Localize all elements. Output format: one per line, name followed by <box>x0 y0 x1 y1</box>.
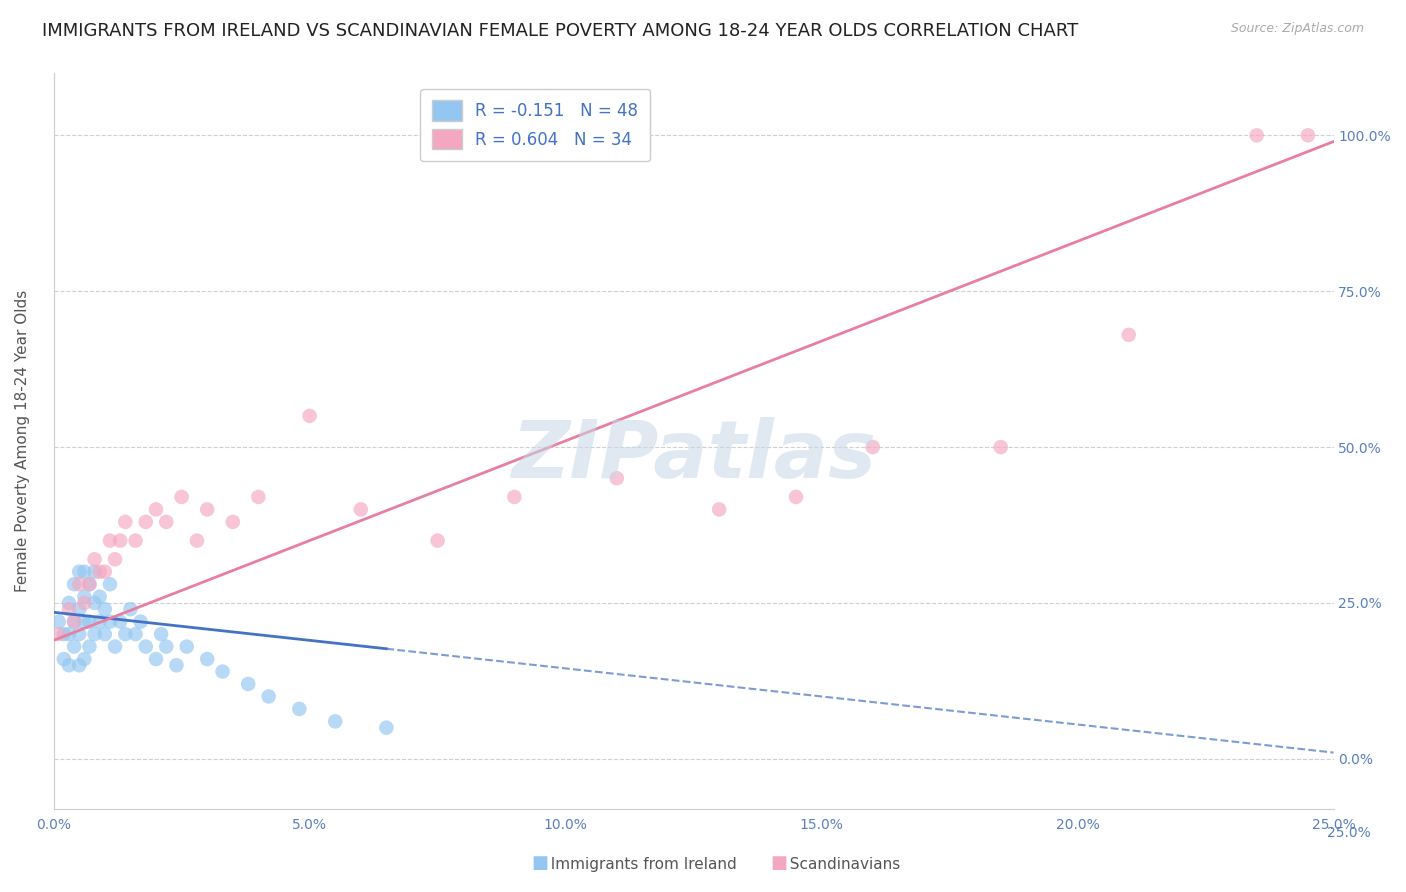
Point <box>145 652 167 666</box>
Point <box>166 658 188 673</box>
Point <box>63 615 86 629</box>
Point <box>145 502 167 516</box>
Point <box>73 615 96 629</box>
Text: Source: ZipAtlas.com: Source: ZipAtlas.com <box>1230 22 1364 36</box>
Point <box>67 658 90 673</box>
Point <box>298 409 321 423</box>
Point <box>48 615 70 629</box>
Point <box>98 615 121 629</box>
Point <box>155 640 177 654</box>
Point <box>83 552 105 566</box>
Point <box>195 502 218 516</box>
Text: Scandinavians: Scandinavians <box>780 857 901 872</box>
Text: ZIPatlas: ZIPatlas <box>510 417 876 494</box>
Point <box>606 471 628 485</box>
Point <box>73 590 96 604</box>
Point <box>104 552 127 566</box>
Point <box>120 602 142 616</box>
Point <box>785 490 807 504</box>
Point <box>426 533 449 548</box>
Point <box>150 627 173 641</box>
Point <box>83 596 105 610</box>
Y-axis label: Female Poverty Among 18-24 Year Olds: Female Poverty Among 18-24 Year Olds <box>15 290 30 592</box>
Point <box>222 515 245 529</box>
Point <box>73 652 96 666</box>
Point <box>94 565 117 579</box>
Point <box>83 565 105 579</box>
Point <box>257 690 280 704</box>
Point <box>862 440 884 454</box>
Point <box>288 702 311 716</box>
Point <box>67 627 90 641</box>
Point <box>195 652 218 666</box>
Point <box>89 565 111 579</box>
Point <box>503 490 526 504</box>
Point <box>58 658 80 673</box>
Point <box>211 665 233 679</box>
Point <box>98 533 121 548</box>
Point <box>79 640 101 654</box>
Text: ■: ■ <box>531 855 548 872</box>
Text: IMMIGRANTS FROM IRELAND VS SCANDINAVIAN FEMALE POVERTY AMONG 18-24 YEAR OLDS COR: IMMIGRANTS FROM IRELAND VS SCANDINAVIAN … <box>42 22 1078 40</box>
Point <box>48 627 70 641</box>
Point <box>124 533 146 548</box>
Point <box>114 515 136 529</box>
Point <box>58 602 80 616</box>
Point <box>58 596 80 610</box>
Point <box>52 652 75 666</box>
Point <box>375 721 398 735</box>
Point <box>63 640 86 654</box>
Point <box>1296 128 1319 143</box>
Point <box>67 577 90 591</box>
Point <box>1118 327 1140 342</box>
Text: ■: ■ <box>770 855 787 872</box>
Point <box>73 596 96 610</box>
Point <box>129 615 152 629</box>
Point <box>990 440 1012 454</box>
Point <box>323 714 346 729</box>
Point <box>124 627 146 641</box>
Point <box>186 533 208 548</box>
Point <box>52 627 75 641</box>
Point <box>155 515 177 529</box>
Point <box>63 615 86 629</box>
Point <box>79 577 101 591</box>
Point <box>67 565 90 579</box>
Point <box>89 615 111 629</box>
Point <box>94 627 117 641</box>
Point <box>98 577 121 591</box>
Point <box>108 615 131 629</box>
Text: Immigrants from Ireland: Immigrants from Ireland <box>541 857 737 872</box>
Point <box>135 640 157 654</box>
Point <box>94 602 117 616</box>
Point <box>176 640 198 654</box>
Point <box>350 502 373 516</box>
Point <box>89 590 111 604</box>
Point <box>63 577 86 591</box>
Point <box>114 627 136 641</box>
Point <box>1246 128 1268 143</box>
Point <box>247 490 270 504</box>
Point <box>236 677 259 691</box>
Legend: R = -0.151   N = 48, R = 0.604   N = 34: R = -0.151 N = 48, R = 0.604 N = 34 <box>420 88 650 161</box>
Point <box>79 615 101 629</box>
Point <box>135 515 157 529</box>
Point <box>73 565 96 579</box>
Point <box>58 627 80 641</box>
Point <box>707 502 730 516</box>
Point <box>67 602 90 616</box>
Point <box>108 533 131 548</box>
Point <box>79 577 101 591</box>
Point <box>83 627 105 641</box>
Point <box>170 490 193 504</box>
Point <box>104 640 127 654</box>
Text: 25.0%: 25.0% <box>1327 826 1371 840</box>
